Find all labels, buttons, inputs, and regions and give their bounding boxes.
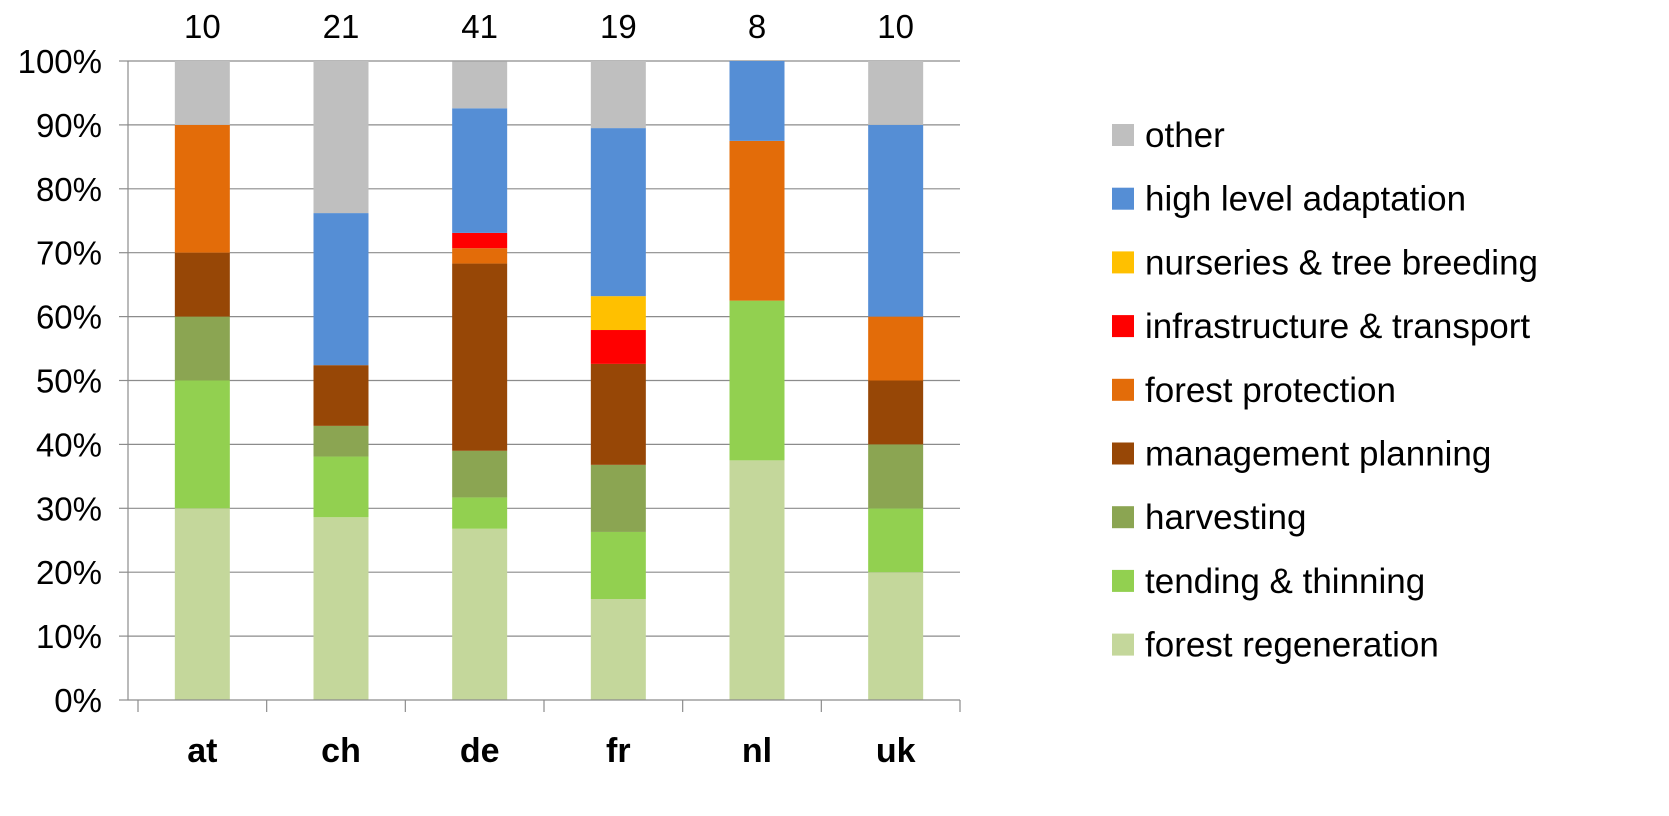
bar-segment-forest-regeneration — [452, 528, 508, 700]
legend-swatch — [1112, 506, 1134, 529]
y-tick-label: 30% — [36, 490, 102, 527]
y-tick-label: 80% — [36, 171, 102, 208]
legend-label: tending & thinning — [1145, 562, 1425, 601]
axes — [119, 60, 961, 712]
bar-segment-management-planning — [868, 380, 924, 445]
bar-segment-forest-regeneration — [590, 599, 646, 700]
bar-segment-forest-regeneration — [729, 460, 785, 700]
bar-segment-forest-regeneration — [174, 508, 230, 700]
count-label: 10 — [877, 8, 914, 45]
bar-segment-tending-thinning — [452, 497, 508, 529]
bar-segment-other — [174, 61, 230, 125]
legend-label: infrastructure & transport — [1145, 307, 1530, 346]
legend-swatch — [1112, 187, 1134, 210]
count-label: 41 — [461, 8, 498, 45]
legend-item: forest protection — [1112, 371, 1396, 410]
bar-segment-harvesting — [313, 425, 369, 457]
bar-segment-forest-protection — [174, 124, 230, 253]
legend-item: other — [1112, 116, 1225, 155]
legend-swatch — [1112, 315, 1134, 338]
legend-label: high level adaptation — [1145, 180, 1466, 219]
legend-item: tending & thinning — [1112, 562, 1425, 601]
x-category-label: ch — [321, 732, 361, 770]
bar-segment-tending-thinning — [590, 531, 646, 600]
bar-segment-high-level-adaptation — [868, 124, 924, 317]
legend: other high level adaptation nurseries & tr… — [1112, 116, 1538, 665]
legend-label: forest protection — [1145, 371, 1396, 410]
legend-swatch — [1112, 378, 1134, 401]
bar-segment-nurseries-tree-breeding — [590, 296, 646, 331]
legend-label: harvesting — [1145, 498, 1306, 537]
bar-segment-other — [452, 61, 508, 109]
bar-segment-other — [313, 61, 369, 214]
bar-segment-tending-thinning — [174, 380, 230, 509]
legend-label: nurseries & tree breeding — [1145, 243, 1538, 282]
bar-segment-management-planning — [313, 365, 369, 426]
bar-segment-infrastructure-transport — [452, 232, 508, 249]
count-label: 10 — [184, 8, 221, 45]
bar-segment-high-level-adaptation — [452, 108, 508, 233]
legend-item: management planning — [1112, 435, 1491, 474]
count-label: 8 — [748, 8, 766, 45]
bar-segment-other — [868, 61, 924, 125]
bar-segment-management-planning — [452, 263, 508, 451]
bar-segment-management-planning — [174, 252, 230, 317]
y-tick-label: 40% — [36, 426, 102, 463]
legend-swatch — [1112, 124, 1134, 146]
bar-segment-forest-protection — [868, 316, 924, 381]
x-category-label: uk — [876, 732, 916, 770]
y-tick-labels: 0% 10% 20% 30% 40% 50% 60% 70% 80% 90% 100% — [18, 43, 102, 719]
legend-item: forest regeneration — [1112, 626, 1439, 665]
bar-segment-harvesting — [590, 464, 646, 532]
legend-swatch — [1112, 569, 1134, 592]
gridlines — [128, 60, 960, 637]
y-tick-label: 20% — [36, 554, 102, 591]
legend-label: forest regeneration — [1145, 626, 1439, 665]
count-label: 21 — [323, 8, 360, 45]
x-category-label: at — [187, 732, 217, 770]
y-tick-label: 70% — [36, 235, 102, 272]
bar-segment-tending-thinning — [729, 300, 785, 461]
y-tick-label: 100% — [18, 43, 102, 80]
legend-item: harvesting — [1112, 498, 1306, 537]
legend-item: infrastructure & transport — [1112, 307, 1530, 346]
bar-segment-high-level-adaptation — [729, 61, 785, 141]
x-category-label: de — [460, 732, 500, 770]
y-tick-label: 50% — [36, 363, 102, 400]
bar-segment-forest-regeneration — [313, 517, 369, 700]
bar-segment-forest-protection — [729, 140, 785, 301]
bar-segment-harvesting — [452, 450, 508, 498]
legend-label: management planning — [1145, 435, 1491, 474]
count-label: 19 — [600, 8, 637, 45]
bar-segment-harvesting — [868, 444, 924, 509]
y-tick-label: 60% — [36, 299, 102, 336]
legend-swatch — [1112, 442, 1134, 465]
x-category-label: nl — [742, 732, 772, 770]
legend-item: nurseries & tree breeding — [1112, 243, 1538, 282]
legend-label: other — [1145, 116, 1225, 155]
bar-segment-high-level-adaptation — [590, 128, 646, 297]
bar-segment-harvesting — [174, 316, 230, 381]
bar-segment-infrastructure-transport — [590, 330, 646, 364]
y-tick-label: 0% — [54, 682, 102, 719]
legend-swatch — [1112, 633, 1134, 656]
bar-segment-tending-thinning — [313, 456, 369, 518]
bar-segment-forest-protection — [452, 248, 508, 264]
bar-segment-other — [590, 61, 646, 129]
bars — [174, 61, 924, 700]
bar-segment-forest-regeneration — [868, 572, 924, 700]
y-tick-label: 10% — [36, 618, 102, 655]
bar-segment-high-level-adaptation — [313, 213, 369, 366]
bar-segment-management-planning — [590, 363, 646, 465]
legend-swatch — [1112, 251, 1134, 274]
bar-segment-tending-thinning — [868, 508, 924, 573]
y-tick-label: 90% — [36, 107, 102, 144]
x-category-labels: at ch de fr nl uk — [187, 732, 915, 770]
legend-item: high level adaptation — [1112, 180, 1466, 219]
count-labels: 10 21 41 19 8 10 — [184, 8, 914, 45]
x-category-label: fr — [606, 732, 631, 770]
